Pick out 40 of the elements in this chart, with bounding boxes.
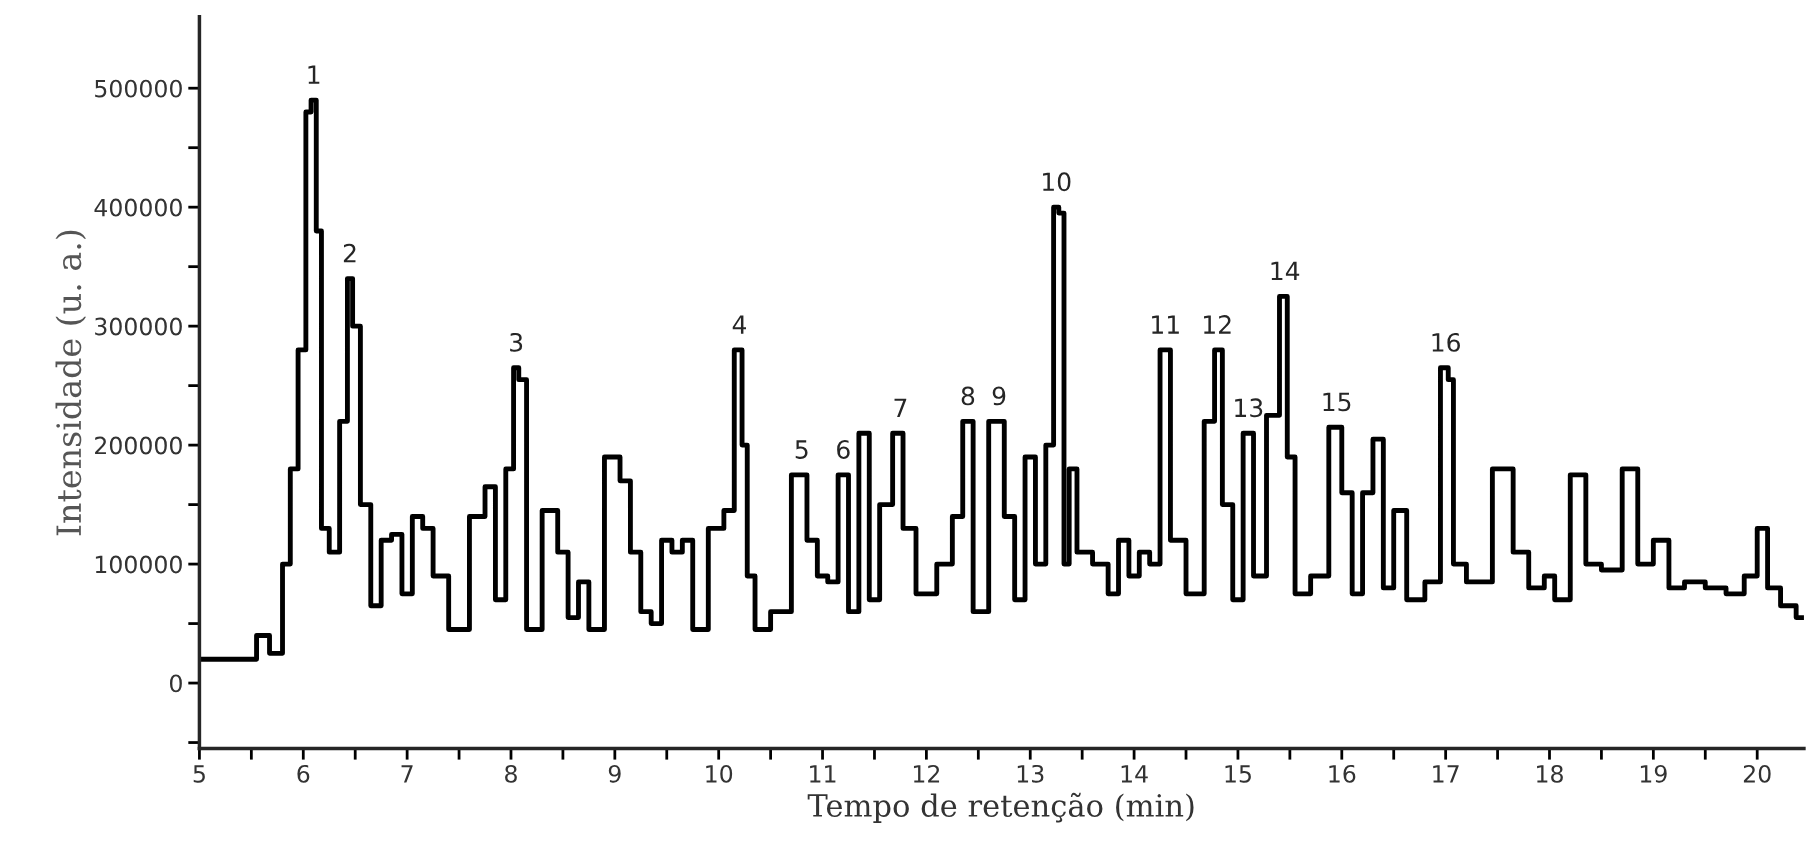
x-tick-label: 15	[1225, 765, 1251, 783]
annotation: 15	[1323, 392, 1351, 412]
x-tick-label: 9	[608, 764, 621, 783]
y-tick-label: 200000	[95, 436, 182, 455]
x-tick-label: 14	[1121, 765, 1148, 783]
x-tick-label: 12	[913, 764, 940, 783]
y-tick-label: 0	[169, 674, 182, 693]
x-tick-label: 7	[401, 765, 413, 783]
y-tick-label: 400000	[94, 198, 182, 217]
y-axis-title: Intensidade (u. a.)	[55, 230, 87, 536]
x-axis-title: Tempo de retenção (min)	[807, 792, 1194, 823]
x-tick-label: 19	[1640, 764, 1667, 783]
x-tick-label: 5	[193, 765, 205, 783]
x-tick-label: 16	[1329, 764, 1356, 783]
annotation: 10	[1043, 172, 1071, 192]
annotation: 11	[1152, 315, 1179, 334]
annotation: 2	[343, 243, 356, 263]
y-tick-label: 100000	[95, 555, 182, 574]
x-tick-label: 11	[810, 765, 836, 783]
x-tick-label: 17	[1433, 765, 1459, 783]
annotation: 14	[1271, 261, 1300, 281]
annotation: 12	[1204, 315, 1231, 334]
annotation: 13	[1235, 398, 1263, 418]
annotation: 3	[510, 332, 523, 352]
y-tick-label: 300000	[95, 317, 182, 336]
annotation: 1	[308, 65, 320, 84]
annotation: 7	[894, 398, 907, 417]
y-tick-label: 500000	[95, 79, 182, 98]
annotation: 6	[837, 439, 850, 459]
x-tick-label: 20	[1743, 764, 1771, 783]
x-tick-label: 10	[706, 764, 733, 783]
annotation: 5	[795, 440, 808, 459]
annotation: 9	[992, 386, 1006, 406]
x-tick-label: 8	[505, 764, 517, 783]
annotation: 16	[1432, 332, 1460, 352]
annotation: 4	[732, 315, 747, 334]
annotation: 8	[961, 386, 975, 406]
x-tick-label: 18	[1537, 764, 1563, 783]
x-tick-label: 6	[297, 764, 310, 783]
x-tick-label: 13	[1017, 764, 1044, 783]
